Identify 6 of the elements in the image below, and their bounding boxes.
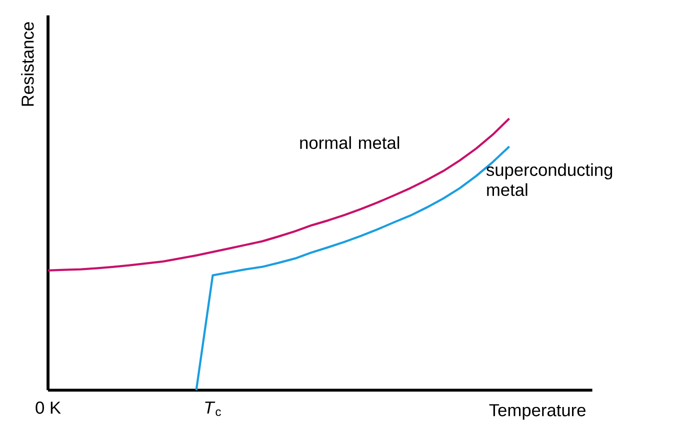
x-tick-label: T$_{c}$ xyxy=(205,401,221,416)
series-label: superconducting metal xyxy=(486,163,612,196)
y-axis-title: Resistance xyxy=(21,22,34,106)
x-tick-label: 0 K xyxy=(36,401,61,414)
text: normal metal xyxy=(300,136,400,149)
x-axis-title: Temperature xyxy=(489,404,586,420)
